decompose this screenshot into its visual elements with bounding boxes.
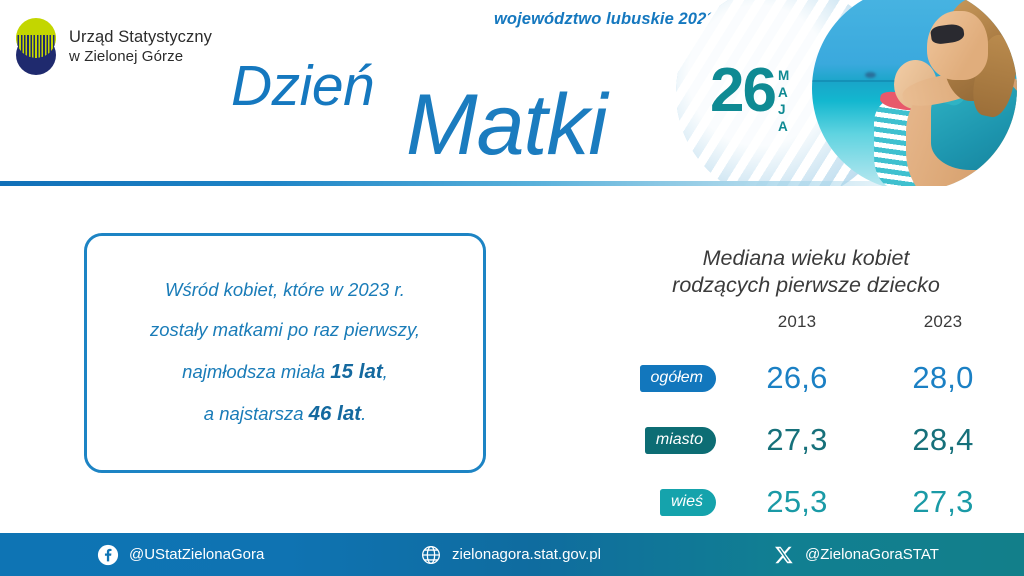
table-title-line-1: Mediana wieku kobiet bbox=[702, 246, 910, 270]
row-badge-miasto: miasto bbox=[644, 426, 716, 454]
cell-wies-2023: 27,3 bbox=[912, 484, 974, 519]
info-line-text: zostały matkami po raz pierwszy, bbox=[149, 319, 421, 341]
page-title-part-2: Matki bbox=[406, 77, 607, 173]
table-rows: ogółem 26,6 28,0 miasto 27,3 28,4 wieś bbox=[596, 347, 1016, 533]
date-month-letter: A bbox=[777, 85, 789, 100]
row-label-cell: miasto bbox=[596, 426, 724, 454]
logo: Urząd Statystyczny w Zielonej Górze bbox=[14, 18, 212, 76]
row-badge-wies: wieś bbox=[659, 488, 716, 516]
x-twitter-icon bbox=[775, 546, 793, 563]
date-month-letter: M bbox=[777, 68, 790, 83]
info-line-tail: . bbox=[361, 403, 367, 425]
region-year-subtitle: województwo lubuskie 2023 r. bbox=[494, 10, 731, 28]
info-line-text: Wśród kobiet, które w 2023 r. bbox=[165, 279, 405, 301]
row-badge-ogolem: ogółem bbox=[639, 364, 716, 392]
cell-ogolem-2013: 26,6 bbox=[766, 360, 828, 395]
footer-x-label: @ZielonaGoraSTAT bbox=[805, 546, 939, 563]
table-column-headers: 2013 2023 bbox=[596, 312, 1016, 332]
footer-facebook-link[interactable]: @UStatZielonaGora bbox=[97, 544, 264, 566]
photo-mother-head bbox=[926, 10, 989, 81]
logo-circle-overlap bbox=[16, 35, 56, 58]
info-line: a najstarsza 46 lat. bbox=[204, 402, 366, 427]
page-title-part-1: Dzień bbox=[231, 54, 375, 118]
cell-miasto-2023: 28,4 bbox=[912, 422, 974, 457]
cell-miasto-2013: 27,3 bbox=[766, 422, 828, 457]
footer-facebook-label: @UStatZielonaGora bbox=[129, 546, 265, 563]
info-line: Wśród kobiet, które w 2023 r. bbox=[165, 279, 405, 301]
main-content: Wśród kobiet, które w 2023 r. zostały ma… bbox=[0, 197, 1024, 527]
logo-line-2: w Zielonej Górze bbox=[69, 47, 184, 65]
table-row: miasto 27,3 28,4 bbox=[596, 409, 1016, 471]
info-highlight-youngest: 15 lat bbox=[330, 359, 383, 383]
us-zielona-gora-logo-icon bbox=[14, 18, 60, 76]
info-line-text: najmłodsza miała bbox=[182, 360, 331, 382]
table-header-spacer bbox=[596, 312, 724, 332]
photo-boat bbox=[865, 72, 877, 79]
table-title-line-2: rodzących pierwsze dziecko bbox=[672, 272, 940, 297]
facebook-icon bbox=[97, 544, 119, 565]
cell-wies-2013: 25,3 bbox=[766, 484, 828, 519]
median-age-table: Mediana wieku kobiet rodzących pierwsze … bbox=[596, 197, 1016, 527]
info-line: najmłodsza miała 15 lat, bbox=[182, 360, 388, 385]
column-header-2013: 2013 bbox=[777, 312, 817, 331]
row-label-cell: wieś bbox=[596, 488, 724, 516]
info-box: Wśród kobiet, które w 2023 r. zostały ma… bbox=[84, 233, 486, 473]
row-label-cell: ogółem bbox=[596, 364, 724, 392]
info-line-text: a najstarsza bbox=[203, 403, 309, 425]
table-title: Mediana wieku kobiet rodzących pierwsze … bbox=[596, 245, 1016, 298]
footer: @UStatZielonaGora zielonagora.stat.gov.p… bbox=[0, 533, 1024, 576]
mother-child-photo bbox=[812, 0, 1017, 186]
cell-ogolem-2023: 28,0 bbox=[912, 360, 974, 395]
date-day: 26 bbox=[710, 56, 777, 125]
info-highlight-oldest: 46 lat bbox=[308, 402, 362, 426]
column-header-2023: 2023 bbox=[923, 312, 963, 331]
footer-x-link[interactable]: @ZielonaGoraSTAT bbox=[773, 544, 939, 566]
table-row: ogółem 26,6 28,0 bbox=[596, 347, 1016, 409]
date-badge: 26 M A J A bbox=[710, 56, 790, 135]
logo-line-1: Urząd Statystyczny bbox=[69, 28, 213, 47]
logo-text: Urząd Statystyczny w Zielonej Górze bbox=[69, 28, 212, 65]
footer-website-link[interactable]: zielonagora.stat.gov.pl bbox=[420, 544, 601, 566]
date-month-vertical: M A J A bbox=[778, 62, 790, 135]
header-divider-bar bbox=[0, 181, 1024, 186]
globe-icon bbox=[422, 545, 440, 564]
info-line-tail: , bbox=[382, 360, 388, 382]
date-month-letter: J bbox=[777, 102, 786, 117]
info-box-inner: Wśród kobiet, które w 2023 r. zostały ma… bbox=[87, 236, 483, 470]
info-line: zostały matkami po raz pierwszy, bbox=[150, 319, 420, 341]
table-row: wieś 25,3 27,3 bbox=[596, 471, 1016, 533]
date-month-letter: A bbox=[777, 119, 789, 134]
header: Urząd Statystyczny w Zielonej Górze woje… bbox=[0, 0, 1024, 186]
footer-website-label: zielonagora.stat.gov.pl bbox=[452, 546, 601, 563]
